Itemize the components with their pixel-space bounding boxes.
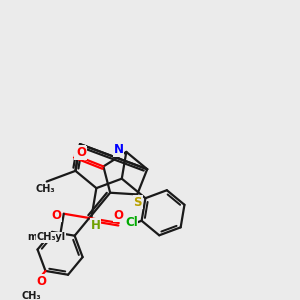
Text: O: O xyxy=(36,275,46,288)
Text: O: O xyxy=(113,209,123,222)
Text: N: N xyxy=(75,146,85,159)
Text: N: N xyxy=(113,143,124,156)
Text: S: S xyxy=(134,196,142,209)
Text: O: O xyxy=(76,146,86,160)
Text: O: O xyxy=(51,208,61,222)
Text: H: H xyxy=(91,219,101,232)
Text: Cl: Cl xyxy=(125,216,138,229)
Text: methyl: methyl xyxy=(27,232,65,242)
Text: CH₃: CH₃ xyxy=(22,291,41,300)
Text: CH₃: CH₃ xyxy=(35,184,55,194)
Text: CH₃: CH₃ xyxy=(36,232,56,242)
